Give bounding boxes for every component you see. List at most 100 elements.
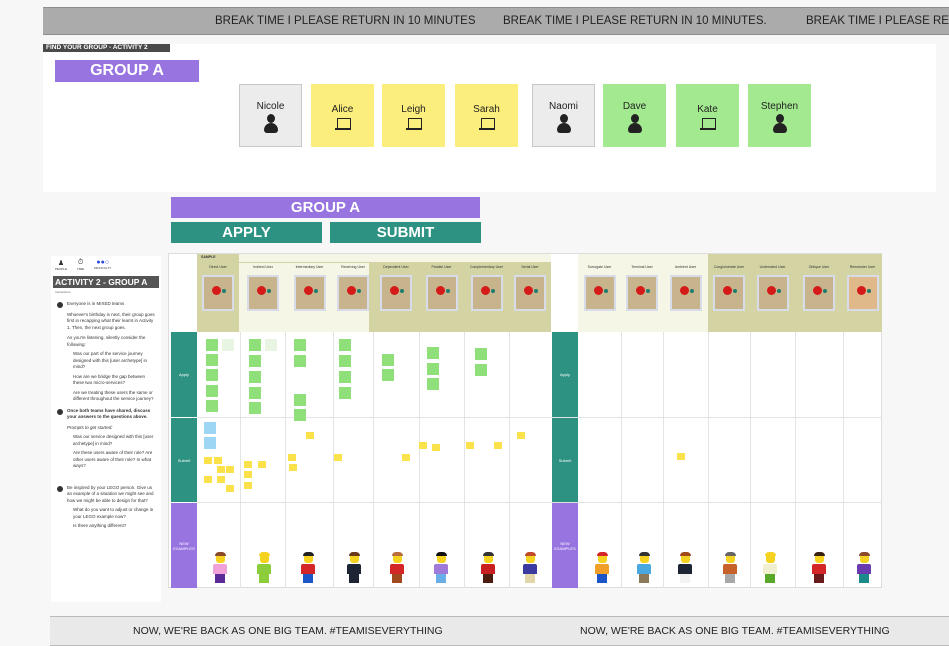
instruction-step-3: Be inspired by your LEGO person. Give us… <box>51 480 161 530</box>
sticky-note[interactable] <box>677 453 685 460</box>
sticky-note[interactable] <box>494 442 502 449</box>
archetype-card-image <box>626 275 658 311</box>
sticky-note[interactable] <box>517 432 525 439</box>
submit-button[interactable]: SUBMIT <box>330 222 481 243</box>
sticky-note[interactable] <box>206 354 218 366</box>
sticky-note[interactable] <box>204 437 216 449</box>
member-name: Naomi <box>549 101 578 112</box>
team-message-banner: NOW, WE'RE BACK AS ONE BIG TEAM. #TEAMIS… <box>50 616 949 646</box>
sticky-note[interactable] <box>294 355 306 367</box>
sticky-note[interactable] <box>339 355 351 367</box>
sticky-note[interactable] <box>226 485 234 492</box>
sticky-note[interactable] <box>206 385 218 397</box>
member-card-dave[interactable]: Dave <box>603 84 666 147</box>
sticky-note[interactable] <box>306 432 314 439</box>
sticky-note[interactable] <box>289 464 297 471</box>
prompt-item: Are we treating these users the same or … <box>73 389 154 402</box>
sticky-note[interactable] <box>244 461 252 468</box>
sticky-note[interactable] <box>334 454 342 461</box>
member-name: Nicole <box>256 101 285 112</box>
archetype-card-image <box>247 275 279 311</box>
sticky-note[interactable] <box>206 369 218 381</box>
step-bullet-icon <box>57 302 63 308</box>
sticky-note[interactable] <box>244 482 252 489</box>
sticky-note[interactable] <box>244 471 252 478</box>
person-icon <box>556 114 571 134</box>
sticky-note[interactable] <box>339 387 351 399</box>
row-label-new-examples: NEW EXAMPLES <box>552 503 578 588</box>
sticky-note[interactable] <box>402 454 410 461</box>
member-card-leigh[interactable]: Leigh <box>382 84 445 147</box>
sticky-note[interactable] <box>214 457 222 464</box>
sticky-note[interactable] <box>249 371 261 383</box>
sticky-note[interactable] <box>294 339 306 351</box>
member-card-alice[interactable]: Alice <box>311 84 374 147</box>
row-label-submit: Submit <box>171 418 197 502</box>
sticky-note[interactable] <box>427 363 439 375</box>
member-card-kate[interactable]: Kate <box>676 84 739 147</box>
sticky-note[interactable] <box>427 347 439 359</box>
sticky-note[interactable] <box>217 466 225 473</box>
sticky-note[interactable] <box>265 339 277 351</box>
prompt-item: How are we bridge the gap between these … <box>73 373 146 386</box>
banner-message: NOW, WE'RE BACK AS ONE BIG TEAM. #TEAMIS… <box>133 625 443 637</box>
archetype-card-image <box>756 275 789 311</box>
sticky-note[interactable] <box>249 402 261 414</box>
sticky-note[interactable] <box>258 461 266 468</box>
sticky-note[interactable] <box>204 476 212 483</box>
column-header: Complementary User <box>464 265 509 335</box>
sticky-note[interactable] <box>206 339 218 351</box>
user-archetype-board[interactable]: SAMPLE Direct User Indirect User Interme… <box>168 253 882 588</box>
sticky-note[interactable] <box>419 442 427 449</box>
column-header: Underrated User <box>750 265 795 335</box>
banner-message: BREAK TIME I PLEASE RETURN IN 10 MINUTES… <box>503 15 767 27</box>
sticky-note[interactable] <box>339 339 351 351</box>
prompt-item: Are these users aware of their role? Are… <box>73 450 153 468</box>
sticky-note[interactable] <box>288 454 296 461</box>
sticky-note[interactable] <box>294 409 306 421</box>
member-card-nicole[interactable]: Nicole <box>239 84 302 147</box>
sticky-note[interactable] <box>466 442 474 449</box>
member-card-sarah[interactable]: Sarah <box>455 84 518 147</box>
column-header: Remainder User <box>843 265 882 335</box>
sticky-note[interactable] <box>204 422 216 434</box>
lego-minifigure <box>347 552 361 584</box>
sticky-note[interactable] <box>294 394 306 406</box>
sticky-note[interactable] <box>249 387 261 399</box>
apply-button[interactable]: APPLY <box>171 222 322 243</box>
lego-minifigure <box>763 552 777 584</box>
sticky-note[interactable] <box>204 457 212 464</box>
member-card-stephen[interactable]: Stephen <box>748 84 811 147</box>
column-header: Intermediary User <box>286 265 333 335</box>
sticky-note[interactable] <box>222 339 234 351</box>
column-header: Oblique User <box>795 265 843 335</box>
sticky-note[interactable] <box>339 371 351 383</box>
person-icon <box>263 114 278 134</box>
sticky-note[interactable] <box>382 354 394 366</box>
sticky-note[interactable] <box>206 400 218 412</box>
archetype-card-image <box>380 275 412 311</box>
lego-minifigure <box>481 552 495 584</box>
sticky-note[interactable] <box>249 355 261 367</box>
sticky-note[interactable] <box>226 466 234 473</box>
difficulty-dots-icon: ●●○ <box>96 259 110 266</box>
sticky-note[interactable] <box>427 378 439 390</box>
lego-minifigure <box>434 552 448 584</box>
archetype-card-image <box>583 275 616 311</box>
lego-minifigure <box>637 552 651 584</box>
sticky-note[interactable] <box>475 364 487 376</box>
archetype-card-image <box>713 275 745 311</box>
member-name: Alice <box>331 104 354 115</box>
laptop-user-icon <box>699 118 716 131</box>
step-bullet-icon <box>57 485 63 492</box>
sticky-note[interactable] <box>475 348 487 360</box>
sample-label: SAMPLE <box>201 255 216 259</box>
archetype-card-image <box>202 275 234 311</box>
sticky-note[interactable] <box>249 339 261 351</box>
sticky-note[interactable] <box>432 444 440 451</box>
member-card-naomi[interactable]: Naomi <box>532 84 595 147</box>
prompt-item: What do you want to adjust or change in … <box>73 507 154 519</box>
column-header: Indirect User <box>241 265 285 335</box>
sticky-note[interactable] <box>217 476 225 483</box>
sticky-note[interactable] <box>382 369 394 381</box>
